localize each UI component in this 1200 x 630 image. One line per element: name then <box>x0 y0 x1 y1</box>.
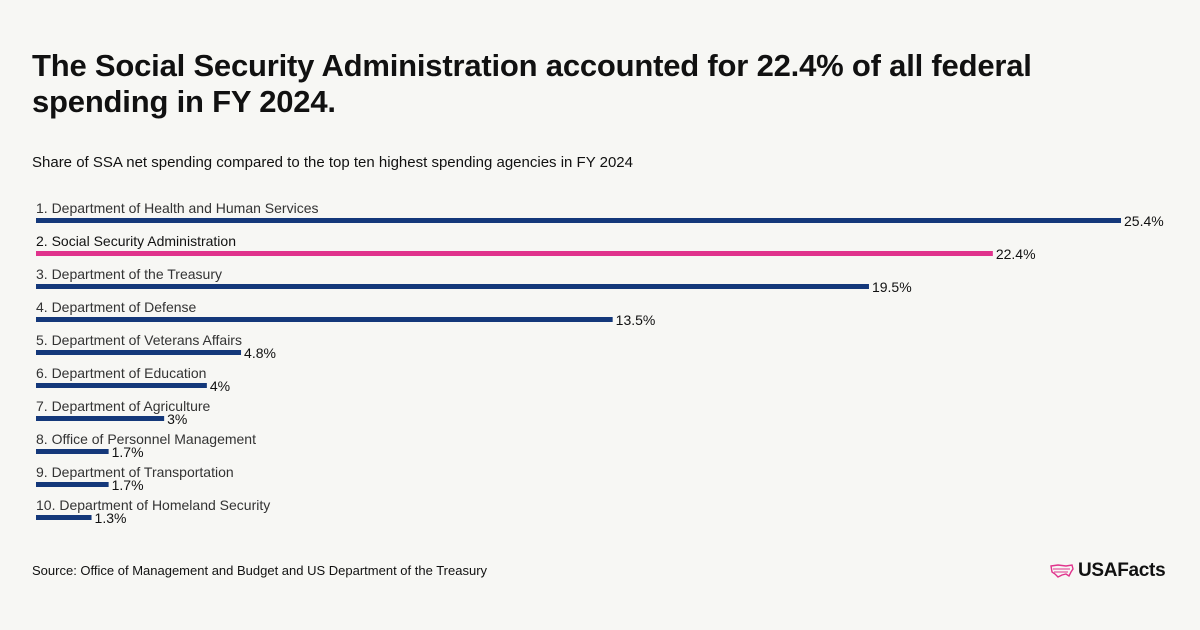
bar <box>36 218 1121 223</box>
category-label: 10. Department of Homeland Security <box>36 497 270 513</box>
category-label: 1. Department of Health and Human Servic… <box>36 200 318 216</box>
bar <box>36 449 109 454</box>
value-label: 4% <box>210 378 230 394</box>
category-label: 7. Department of Agriculture <box>36 398 211 414</box>
bar <box>36 284 869 289</box>
chart-title: The Social Security Administration accou… <box>32 48 1032 119</box>
category-label: 5. Department of Veterans Affairs <box>36 332 242 348</box>
logo-text: USAFacts <box>1078 560 1166 581</box>
bar-chart: 1. Department of Health and Human Servic… <box>36 200 1164 526</box>
bar <box>36 317 613 322</box>
bar <box>36 350 242 355</box>
category-label: 2. Social Security Administration <box>36 233 236 249</box>
value-label: 4.8% <box>244 345 276 361</box>
category-label: 8. Office of Personnel Management <box>36 431 256 447</box>
chart-subtitle: Share of SSA net spending compared to th… <box>32 154 633 171</box>
logo: USAFacts <box>1050 560 1166 582</box>
value-label: 25.4% <box>1124 213 1164 229</box>
value-label: 1.3% <box>95 510 127 526</box>
bar <box>36 416 165 421</box>
value-label: 22.4% <box>996 246 1036 262</box>
category-label: 6. Department of Education <box>36 365 206 381</box>
bar <box>36 482 109 487</box>
value-label: 13.5% <box>616 312 656 328</box>
us-map-icon <box>1050 564 1074 578</box>
value-label: 3% <box>167 411 187 427</box>
category-label: 4. Department of Defense <box>36 299 197 315</box>
value-label: 1.7% <box>112 444 144 460</box>
category-label: 9. Department of Transportation <box>36 464 234 480</box>
value-label: 19.5% <box>872 279 912 295</box>
source-note: Source: Office of Management and Budget … <box>32 563 488 578</box>
category-label: 3. Department of the Treasury <box>36 266 222 282</box>
bar <box>36 383 207 388</box>
bar <box>36 515 92 520</box>
bar <box>36 251 993 256</box>
value-label: 1.7% <box>112 477 144 493</box>
